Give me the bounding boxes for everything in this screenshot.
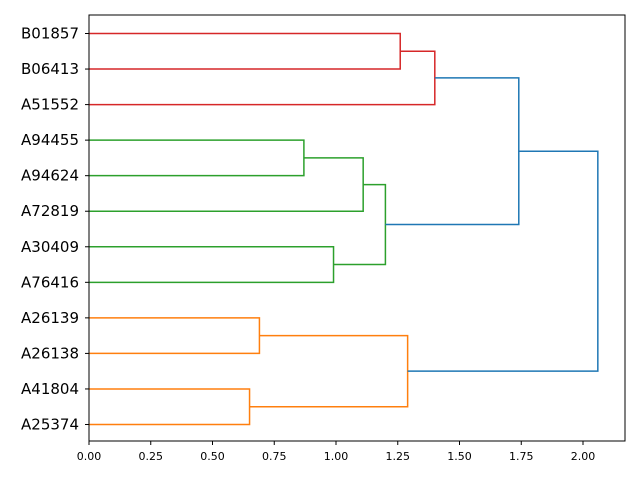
- dendrogram-link: [89, 50, 436, 106]
- leaf-label: A41804: [21, 380, 79, 398]
- leaf-label: A94624: [21, 167, 79, 185]
- x-tick-label: 1.50: [447, 450, 472, 463]
- x-tick-label: 1.00: [324, 450, 349, 463]
- dendrogram-link: [89, 388, 251, 426]
- dendrogram-link: [89, 139, 305, 177]
- x-tick-label: 0.25: [139, 450, 164, 463]
- dendrogram-link: [89, 32, 401, 70]
- dendrogram-link: [407, 150, 599, 372]
- leaf-label: B06413: [21, 60, 79, 78]
- leaf-label: B01857: [21, 25, 79, 43]
- x-tick-label: 0.00: [77, 450, 102, 463]
- leaf-label: A94455: [21, 131, 79, 149]
- x-tick-label: 0.75: [262, 450, 287, 463]
- x-tick-label: 1.25: [386, 450, 411, 463]
- leaf-label: A51552: [21, 96, 79, 114]
- leaf-label: A76416: [21, 273, 79, 291]
- dendrogram-link: [333, 183, 387, 266]
- leaf-label: A30409: [21, 238, 79, 256]
- dendrogram-link: [89, 157, 364, 212]
- x-tick-label: 0.50: [200, 450, 225, 463]
- dendrogram-link: [249, 334, 409, 408]
- dendrogram-link: [385, 77, 520, 226]
- leaf-label: A72819: [21, 202, 79, 220]
- leaf-label: A25374: [21, 416, 79, 434]
- leaf-label: A26139: [21, 309, 79, 327]
- plot-area-frame: [88, 14, 626, 442]
- x-axis: 0.00 0.25 0.50 0.75 1.00 1.25 1.50 1.75 2.00: [77, 441, 596, 463]
- dendrogram-link: [89, 317, 261, 355]
- dendrogram-links: [89, 32, 599, 426]
- leaf-label: A26138: [21, 344, 79, 362]
- dendrogram-link: [89, 246, 335, 284]
- x-tick-label: 1.75: [509, 450, 534, 463]
- x-tick-label: 2.00: [571, 450, 596, 463]
- y-axis: B01857 B06413 A51552 A94455 A94624 A72819 A304…: [21, 25, 89, 434]
